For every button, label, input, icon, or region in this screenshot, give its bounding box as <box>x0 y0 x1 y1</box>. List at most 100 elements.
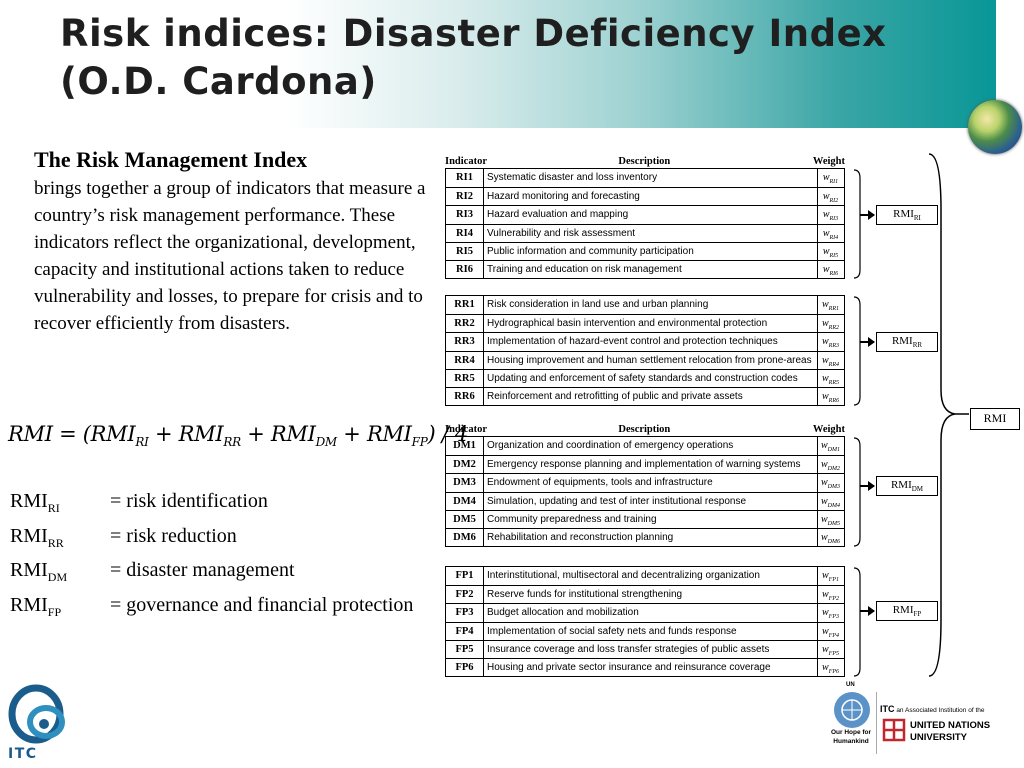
indicator-weight: wFP4 <box>821 625 839 639</box>
table-row: FP1 Interinstitutional, multisectoral and… <box>446 567 844 586</box>
indicator-code: FP6 <box>446 658 484 677</box>
rmi-rr-box: RMIRR <box>876 332 938 352</box>
indicator-description: Housing and private sector insurance and… <box>484 658 818 677</box>
indicator-description: Training and education on risk managemen… <box>484 260 818 279</box>
intro-heading: The Risk Management Index <box>34 147 308 172</box>
indicator-code: RI4 <box>446 224 484 242</box>
table-row: FP3 Budget allocation and mobilization wFP… <box>446 603 844 622</box>
indicator-description: Rehabilitation and reconstruction planni… <box>484 528 818 547</box>
formula-term-sub: DM <box>315 435 338 450</box>
indicator-description: Reinforcement and retrofitting of public… <box>484 387 818 406</box>
definition-text: = risk reduction <box>110 524 237 547</box>
slide-title: Risk indices: Disaster Deficiency Index … <box>60 12 887 103</box>
indicator-weight: wRR2 <box>821 318 839 332</box>
un-label: UN <box>846 682 855 688</box>
indicator-code: DM6 <box>446 528 484 547</box>
table-row: RR4 Housing improvement and human settlem… <box>446 350 844 369</box>
intro-body: brings together a group of indicators th… <box>34 178 426 334</box>
formula-divisor: 4 <box>454 422 468 446</box>
unu-logo-icon <box>882 718 906 742</box>
rmi-total-box: RMI <box>970 408 1020 430</box>
indicator-code: RR1 <box>446 296 484 315</box>
indicator-weight: wDM2 <box>820 459 840 473</box>
table-grid: DM1 Organization and coordination of emer… <box>445 436 845 548</box>
table-grid: FP1 Interinstitutional, multisectoral and… <box>445 566 845 678</box>
group-bracket <box>853 567 861 677</box>
table-row: DM1 Organization and coordination of emer… <box>446 437 844 456</box>
group-arrow <box>860 338 875 346</box>
indicator-weight: wRI1 <box>822 172 839 185</box>
formula-term-sub: FP <box>411 435 428 450</box>
indicator-code: RI2 <box>446 188 484 206</box>
definition-symbol: RMIRI <box>10 490 60 515</box>
header-indicator: Indicator <box>445 156 487 167</box>
un-emblem-icon <box>834 692 870 728</box>
indicator-description: Reserve funds for institutional strength… <box>484 586 818 604</box>
itc-logo-icon <box>8 684 65 744</box>
indicator-weight: wRI6 <box>822 263 839 277</box>
indicator-code: FP3 <box>446 604 484 622</box>
indicator-weight: wRR5 <box>821 372 839 386</box>
rmi-fp-box: RMIFP <box>876 601 938 621</box>
indicator-weight: wRR6 <box>821 390 839 404</box>
rmi-formula: RMI = (RMIRI + RMIRR + RMIDM + RMIFP) / … <box>8 422 468 450</box>
table-row: FP5 Insurance coverage and loss transfer … <box>446 639 844 658</box>
indicator-weight: wDM1 <box>820 440 840 453</box>
header-description: Description <box>618 156 671 167</box>
indicator-code: FP2 <box>446 586 484 604</box>
logo-divider <box>876 692 877 754</box>
indicator-description: Risk consideration in land use and urban… <box>484 296 818 315</box>
indicator-description: Implementation of hazard-event control a… <box>484 333 818 351</box>
indicator-code: RR2 <box>446 315 484 333</box>
table-row: RI5 Public information and community part… <box>446 241 844 260</box>
indicator-description: Housing improvement and human settlement… <box>484 351 818 369</box>
definition-row: RMIRR = risk reduction <box>10 523 413 558</box>
table-row: DM3 Endowment of equipments, tools and in… <box>446 473 844 492</box>
indicator-code: FP5 <box>446 640 484 658</box>
indicator-code: DM4 <box>446 492 484 510</box>
indicator-description: Simulation, updating and test of inter i… <box>484 492 818 510</box>
definition-text: = risk identification <box>110 490 268 512</box>
formula-term: RMI <box>90 422 136 446</box>
group-arrow <box>860 211 875 219</box>
indicator-description: Hydrographical basin intervention and en… <box>484 315 818 333</box>
indicator-code: DM1 <box>446 437 484 456</box>
definition-text: = governance and financial protection <box>110 593 414 616</box>
indicator-weight: wRI4 <box>822 227 839 241</box>
indicator-description: Emergency response planning and implemen… <box>484 456 818 474</box>
indicator-description: Implementation of social safety nets and… <box>484 622 818 640</box>
indicator-description: Community preparedness and training <box>484 510 818 528</box>
indicator-description: Insurance coverage and loss transfer str… <box>484 640 818 658</box>
formula-term: RMI <box>366 422 412 446</box>
indicator-table-dm: Indicator Description Weight DM1 Organizatio… <box>445 424 845 548</box>
indicator-code: DM2 <box>446 456 484 474</box>
formula-term: RMI <box>270 422 316 446</box>
formula-term: RMI <box>178 422 224 446</box>
indicator-description: Public information and community partici… <box>484 242 818 260</box>
table-row: DM6 Rehabilitation and reconstruction pla… <box>446 527 844 547</box>
indicator-weight: wDM3 <box>820 477 840 491</box>
formula-lhs: RMI <box>8 422 53 446</box>
unu-name: UNITED NATIONS UNIVERSITY <box>910 720 991 743</box>
definition-row: RMIRI = risk identification <box>10 488 413 523</box>
table-row: FP2 Reserve funds for institutional stren… <box>446 585 844 604</box>
group-bracket <box>853 169 861 279</box>
indicator-code: RI1 <box>446 169 484 188</box>
indicator-code: FP4 <box>446 622 484 640</box>
un-motto: Our Hope for Humankind <box>830 729 872 745</box>
table-row: RI1 Systematic disaster and loss inventor… <box>446 169 844 188</box>
table-row: RR3 Implementation of hazard-event contro… <box>446 332 844 351</box>
indicator-weight: wRI5 <box>822 245 839 259</box>
header-weight: Weight <box>812 156 845 167</box>
indicator-description: Budget allocation and mobilization <box>484 604 818 622</box>
indicator-description: Hazard monitoring and forecasting <box>484 188 818 206</box>
table-row: FP4 Implementation of social safety nets … <box>446 621 844 640</box>
indicator-weight: wFP5 <box>821 643 839 657</box>
itc-associated-text: ITC an Associated Institution of the <box>880 704 985 714</box>
indicator-table-ri: Indicator Description Weight RI1 Systematic … <box>445 156 845 280</box>
indicator-code: RI5 <box>446 242 484 260</box>
indicator-code: RR3 <box>446 333 484 351</box>
indicator-weight: wFP6 <box>821 661 839 675</box>
indicator-description: Vulnerability and risk assessment <box>484 224 818 242</box>
indicator-description: Systematic disaster and loss inventory <box>484 169 818 188</box>
